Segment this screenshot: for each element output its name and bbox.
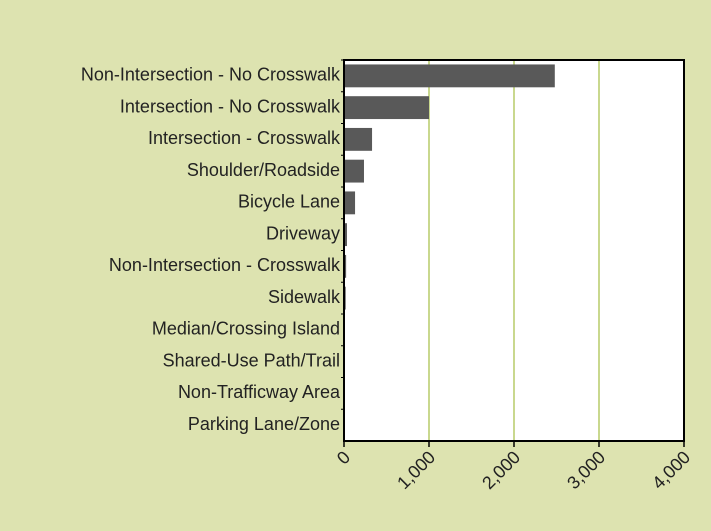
y-tick-label: Shared-Use Path/Trail — [163, 350, 340, 370]
bar — [344, 96, 429, 120]
y-tick-label: Bicycle Lane — [238, 192, 340, 212]
y-tick-label: Intersection - No Crosswalk — [120, 96, 341, 116]
bar — [344, 64, 555, 88]
y-tick-label: Driveway — [266, 223, 340, 243]
bar — [344, 223, 347, 247]
y-tick-label: Non-Intersection - No Crosswalk — [81, 65, 341, 85]
y-tick-label: Parking Lane/Zone — [188, 414, 340, 434]
y-tick-label: Intersection - Crosswalk — [148, 128, 341, 148]
y-tick-label: Non-Trafficway Area — [178, 382, 341, 402]
plot-border — [343, 59, 685, 442]
bar — [344, 127, 373, 151]
y-tick-label: Sidewalk — [268, 287, 341, 307]
y-tick-label: Median/Crossing Island — [152, 319, 340, 339]
y-tick-label: Non-Intersection - Crosswalk — [109, 255, 341, 275]
y-tick-label: Shoulder/Roadside — [187, 160, 340, 180]
bar — [344, 159, 364, 183]
bar — [344, 191, 356, 215]
bar — [344, 254, 347, 278]
